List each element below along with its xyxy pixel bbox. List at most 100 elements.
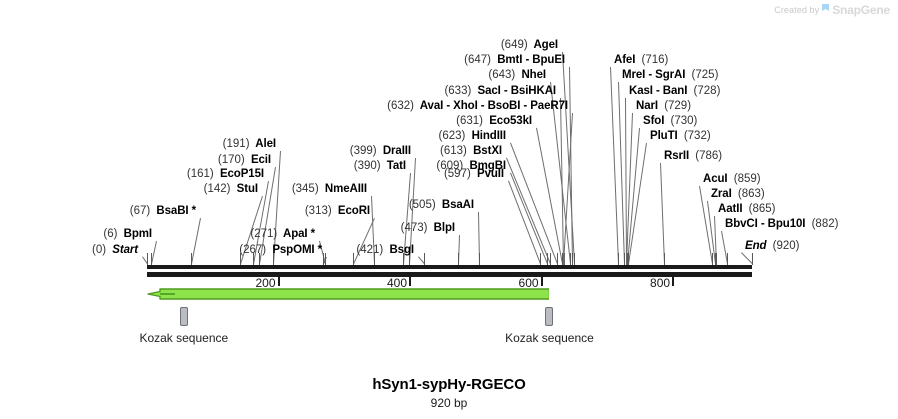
enzyme-site-label[interactable]: (631) Eco53kI bbox=[456, 115, 532, 127]
enzyme-site-label[interactable]: (67) BsaBI * bbox=[130, 205, 196, 217]
enzyme-site-label[interactable]: (473) BlpI bbox=[401, 222, 455, 234]
enzyme-site-position: (920) bbox=[772, 240, 800, 252]
enzyme-site-tick[interactable] bbox=[712, 253, 713, 265]
kozak-sequence-marker[interactable] bbox=[179, 307, 188, 326]
enzyme-site-tick[interactable] bbox=[240, 253, 241, 265]
enzyme-site-tick[interactable] bbox=[325, 253, 326, 265]
enzyme-site-label[interactable]: MreI - SgrAI (725) bbox=[622, 69, 718, 81]
enzyme-site-label[interactable]: (649) AgeI bbox=[501, 39, 558, 51]
enzyme-site-label[interactable]: (399) DraIII bbox=[350, 145, 411, 157]
enzyme-site-tick[interactable] bbox=[323, 253, 324, 265]
ruler-baseline bbox=[147, 276, 752, 277]
enzyme-site-label[interactable]: (597) PvuII bbox=[444, 168, 504, 180]
enzyme-site-position: (191) bbox=[222, 138, 250, 150]
watermark-brand: SnapGene bbox=[832, 3, 890, 17]
enzyme-site-tick[interactable] bbox=[664, 253, 665, 265]
enzyme-site-name: AcuI bbox=[703, 173, 728, 185]
enzyme-site-label[interactable]: AatII (865) bbox=[718, 203, 775, 215]
enzyme-site-label[interactable]: (421) BsgI bbox=[356, 244, 414, 256]
ruler-tick bbox=[409, 277, 412, 286]
enzyme-site-label[interactable]: (505) BsaAI bbox=[409, 199, 474, 211]
enzyme-site-label[interactable]: (161) EcoP15I bbox=[187, 168, 264, 180]
enzyme-site-position: (725) bbox=[691, 69, 719, 81]
enzyme-site-tick[interactable] bbox=[253, 253, 254, 265]
enzyme-site-label[interactable]: SfoI (730) bbox=[643, 115, 697, 127]
enzyme-site-label[interactable]: (632) AvaI - XhoI - BsoBI - PaeR7I bbox=[387, 100, 568, 112]
enzyme-site-label[interactable]: (271) ApaI * bbox=[250, 228, 315, 240]
enzyme-site-tick[interactable] bbox=[479, 253, 480, 265]
enzyme-site-label[interactable]: (313) EcoRI bbox=[305, 205, 370, 217]
enzyme-site-label[interactable]: AfeI (716) bbox=[614, 54, 668, 66]
enzyme-site-tick[interactable] bbox=[727, 253, 728, 265]
enzyme-site-tick[interactable] bbox=[557, 253, 558, 265]
enzyme-site-label[interactable]: (613) BstXI bbox=[440, 145, 502, 157]
enzyme-site-tick[interactable] bbox=[550, 253, 551, 265]
kozak-sequence-marker[interactable] bbox=[545, 307, 554, 326]
enzyme-site-tick[interactable] bbox=[627, 253, 628, 265]
enzyme-site-position: (161) bbox=[186, 168, 214, 180]
enzyme-site-label[interactable]: (633) SacI - BsiHKAI bbox=[444, 85, 556, 97]
enzyme-site-tick[interactable] bbox=[151, 253, 152, 265]
enzyme-site-position: (0) bbox=[92, 244, 107, 256]
enzyme-site-tick[interactable] bbox=[628, 253, 629, 265]
enzyme-site-position: (631) bbox=[456, 115, 484, 127]
enzyme-site-position: (313) bbox=[304, 205, 332, 217]
ruler-tick-label: 800 bbox=[650, 276, 671, 290]
enzyme-site-tick[interactable] bbox=[353, 253, 354, 265]
enzyme-leader-line bbox=[508, 180, 541, 264]
enzyme-site-label[interactable]: (6) BpmI bbox=[103, 228, 152, 240]
enzyme-site-label[interactable]: (142) StuI bbox=[204, 183, 258, 195]
enzyme-site-tick[interactable] bbox=[624, 253, 625, 265]
ruler-tick bbox=[540, 277, 543, 286]
enzyme-site-tick[interactable] bbox=[570, 253, 571, 265]
enzyme-site-tick[interactable] bbox=[752, 253, 753, 265]
enzyme-site-label[interactable]: PluTI (732) bbox=[650, 130, 711, 142]
enzyme-site-label[interactable]: NarI (729) bbox=[636, 100, 691, 112]
enzyme-site-name: BmtI - BpuEI bbox=[497, 54, 565, 66]
ruler-tick-label: 200 bbox=[255, 276, 276, 290]
enzyme-site-tick[interactable] bbox=[563, 253, 565, 265]
enzyme-site-position: (142) bbox=[203, 183, 231, 195]
enzyme-site-label[interactable]: (191) AleI bbox=[223, 138, 276, 150]
enzyme-site-tick[interactable] bbox=[147, 253, 148, 265]
enzyme-site-label[interactable]: (623) HindIII bbox=[439, 130, 507, 142]
enzyme-site-label[interactable]: ZraI (863) bbox=[711, 188, 765, 200]
ruler-tick bbox=[672, 277, 675, 286]
enzyme-site-tick[interactable] bbox=[424, 253, 425, 265]
enzyme-site-tick[interactable] bbox=[572, 253, 573, 265]
backbone-line-top bbox=[147, 265, 752, 269]
enzyme-site-tick[interactable] bbox=[547, 253, 548, 265]
enzyme-site-label[interactable]: (170) EciI bbox=[218, 154, 271, 166]
enzyme-site-name: PspOMI * bbox=[272, 244, 322, 256]
enzyme-site-tick[interactable] bbox=[191, 253, 192, 265]
enzyme-site-name: NheI bbox=[521, 69, 546, 81]
enzyme-site-tick[interactable] bbox=[716, 253, 717, 265]
enzyme-site-label[interactable]: (609) BmgBI bbox=[436, 160, 506, 172]
enzyme-site-label[interactable]: (345) NmeAIII bbox=[292, 183, 367, 195]
enzyme-site-tick[interactable] bbox=[574, 253, 575, 265]
enzyme-site-label[interactable]: AcuI (859) bbox=[703, 173, 761, 185]
enzyme-site-label[interactable]: RsrII (786) bbox=[664, 150, 722, 162]
enzyme-site-position: (6) bbox=[103, 228, 118, 240]
enzyme-site-tick[interactable] bbox=[618, 253, 619, 265]
enzyme-site-tick[interactable] bbox=[540, 253, 541, 265]
enzyme-site-tick[interactable] bbox=[562, 253, 563, 265]
enzyme-site-label[interactable]: (643) NheI bbox=[488, 69, 546, 81]
enzyme-site-label[interactable]: End (920) bbox=[745, 240, 799, 252]
enzyme-site-tick[interactable] bbox=[715, 253, 716, 265]
enzyme-site-tick[interactable] bbox=[409, 253, 410, 265]
enzyme-site-tick[interactable] bbox=[458, 253, 459, 265]
enzyme-site-label[interactable]: (0) Start bbox=[92, 244, 138, 256]
enzyme-site-tick[interactable] bbox=[403, 253, 404, 265]
enzyme-site-tick[interactable] bbox=[374, 253, 375, 265]
enzyme-site-label[interactable]: BbvCI - Bpu10I (882) bbox=[725, 218, 838, 230]
enzyme-site-label[interactable]: (267) PspOMI * bbox=[239, 244, 322, 256]
enzyme-site-tick[interactable] bbox=[259, 253, 260, 265]
enzyme-site-label[interactable]: (647) BmtI - BpuEI bbox=[464, 54, 565, 66]
enzyme-site-label[interactable]: KasI - BanI (728) bbox=[629, 85, 720, 97]
enzyme-site-label[interactable]: (390) TatI bbox=[354, 160, 406, 172]
enzyme-site-name: RsrII bbox=[664, 150, 690, 162]
feature-arrow-cds[interactable] bbox=[147, 288, 550, 300]
enzyme-site-tick[interactable] bbox=[273, 253, 274, 265]
enzyme-site-position: (729) bbox=[664, 100, 692, 112]
